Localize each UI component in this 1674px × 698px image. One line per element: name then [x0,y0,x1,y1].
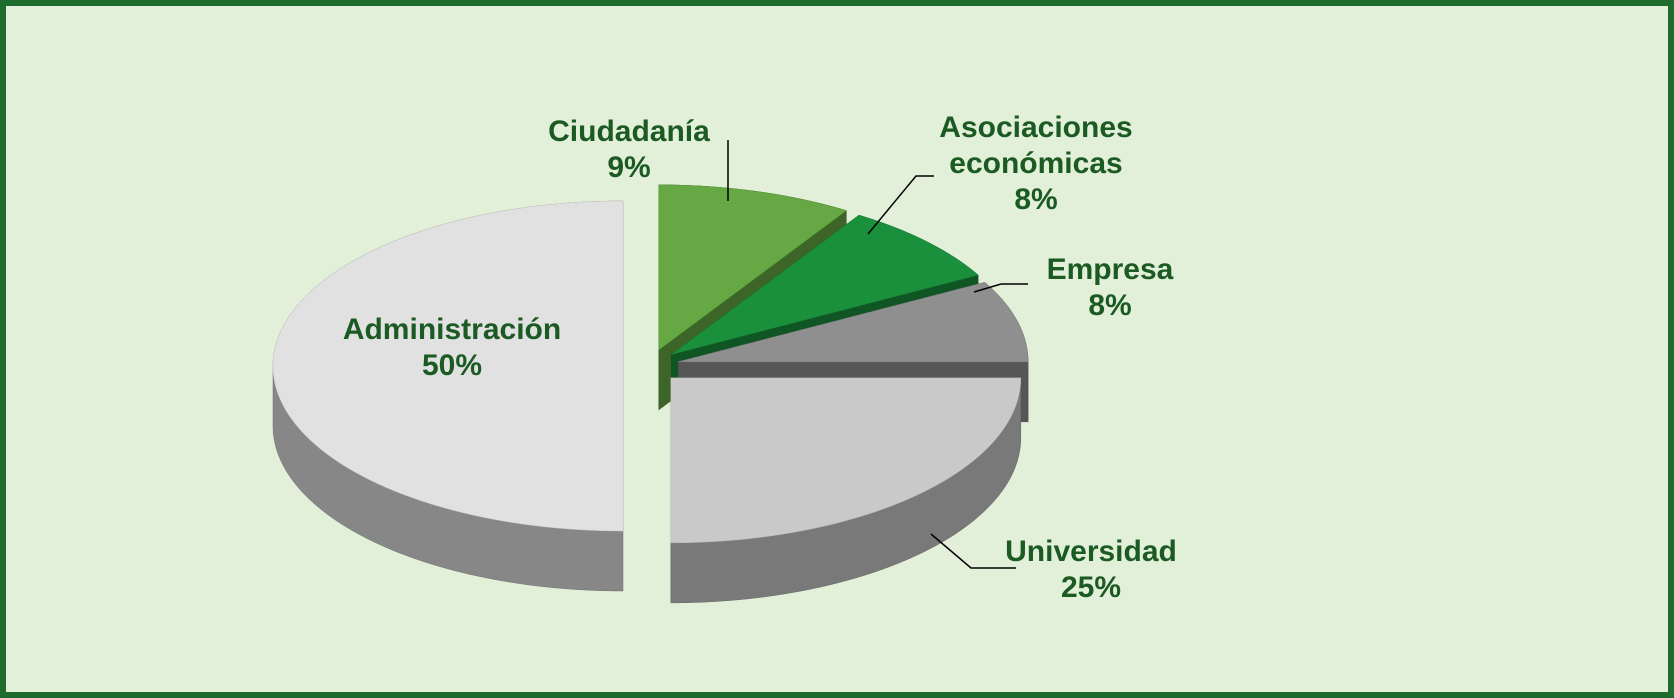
value-label: 8% [1088,289,1132,322]
value-label: 9% [607,151,651,184]
leader-line [867,175,934,235]
category-label: Empresa [1046,253,1174,286]
category-label: Ciudadanía [548,115,710,148]
data-label: Administración 50% [302,312,602,384]
slice [678,282,1029,363]
slice [670,377,1022,544]
data-label: Asociaciones económicas 8% [916,110,1156,218]
data-label: Ciudadanía 9% [479,114,779,186]
value-label: 25% [1060,571,1122,604]
slice [272,200,624,532]
value-label: 8% [1014,183,1058,216]
data-label: Empresa 8% [960,252,1260,324]
category-label: Universidad [1005,535,1177,568]
category-label: Administración [342,313,562,346]
data-label: Universidad 25% [941,534,1241,606]
category-label: Asociaciones económicas [939,111,1133,180]
leader-line [973,283,1028,293]
slice [658,184,847,351]
value-label: 50% [421,349,483,382]
pie-plot [272,140,1029,604]
leader-line [930,533,1016,569]
